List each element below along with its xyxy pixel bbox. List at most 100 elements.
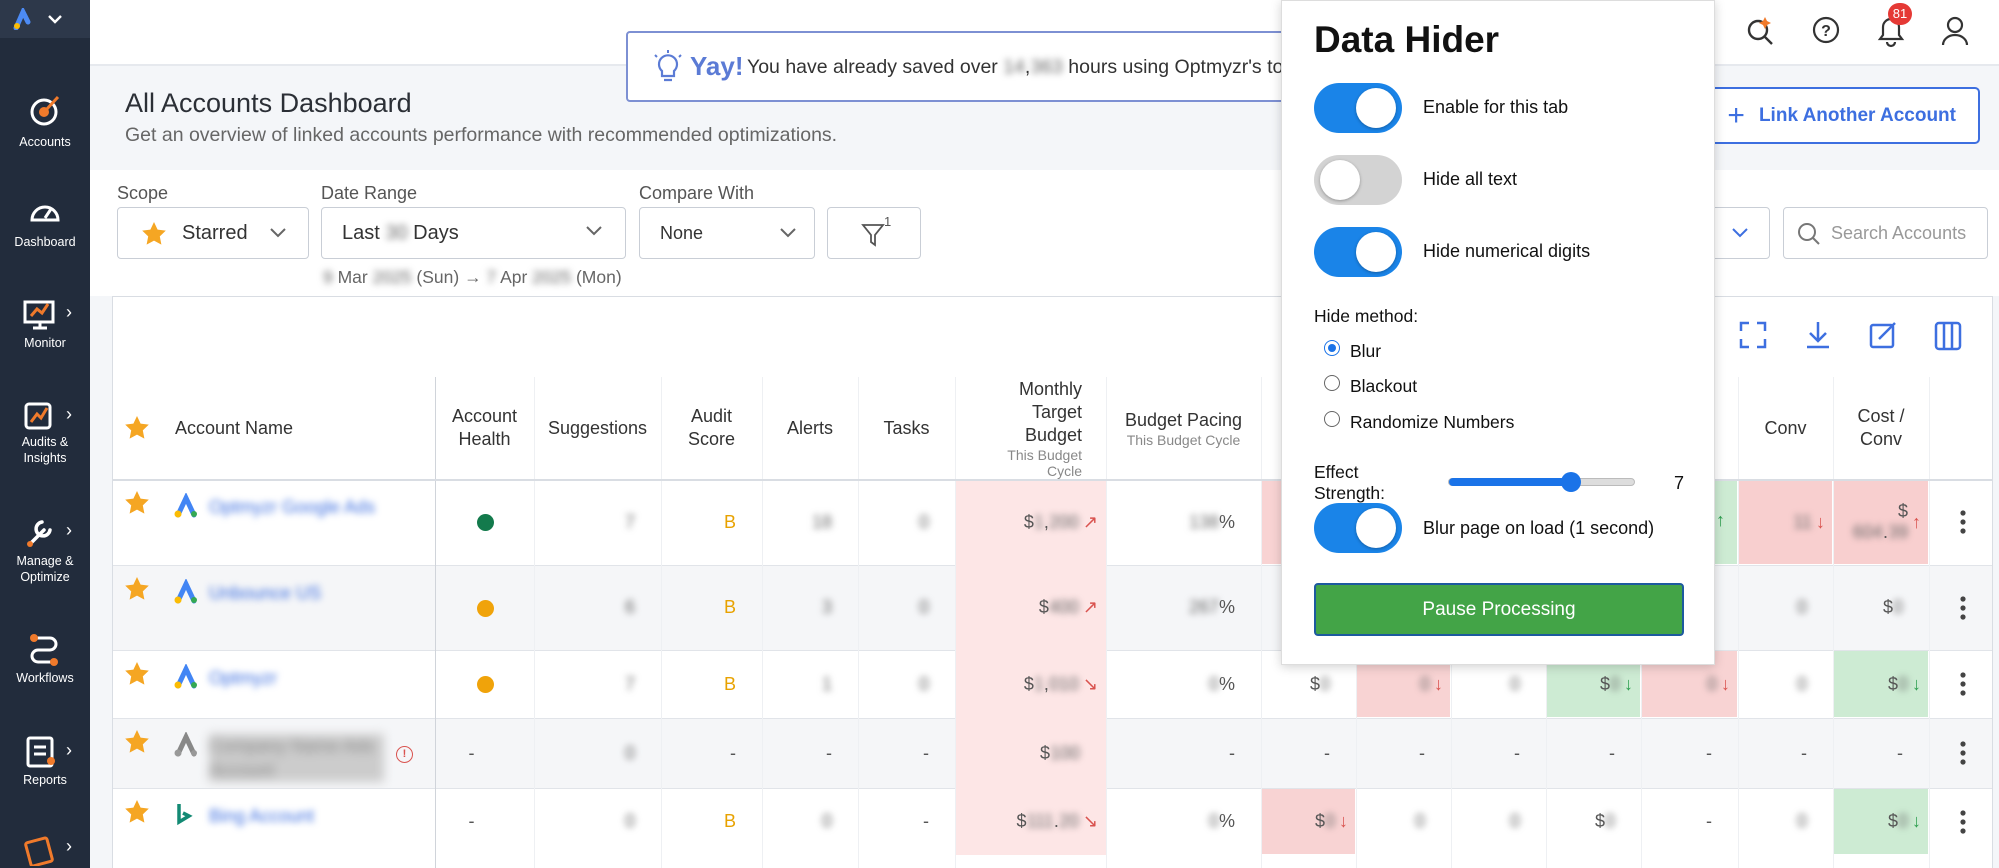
- hidden-digits: 0: [821, 811, 832, 831]
- row-menu[interactable]: [1959, 595, 1967, 621]
- filter-icon: [861, 224, 885, 247]
- banner-exclaim: Yay!: [690, 51, 744, 81]
- nav-accounts[interactable]: Accounts: [0, 86, 90, 158]
- filter-button[interactable]: 1: [827, 207, 921, 259]
- star-toggle[interactable]: [123, 489, 151, 517]
- hidden-digits: 14: [1003, 56, 1025, 78]
- ai-search-icon[interactable]: [1747, 17, 1773, 45]
- header-text: Account Health: [451, 406, 518, 449]
- cell-text: 138%: [1188, 511, 1235, 532]
- column-header: Account Name: [175, 417, 294, 438]
- table-cell: 0: [858, 479, 955, 565]
- toggle-label: Hide all text: [1423, 169, 1518, 189]
- help-icon[interactable]: ?: [1812, 16, 1840, 44]
- nav-icon: [24, 402, 52, 430]
- radio[interactable]: [1324, 375, 1340, 391]
- cell-highlight: [1262, 789, 1355, 854]
- cell-text: 0: [1510, 674, 1520, 695]
- download-icon[interactable]: [1807, 322, 1829, 349]
- hidden-digits: 400: [1048, 597, 1079, 617]
- hidden-digits: 0: [1604, 811, 1615, 831]
- table-cell: -: [1641, 788, 1738, 855]
- columns-icon[interactable]: [1934, 321, 1962, 351]
- row-menu[interactable]: [1959, 740, 1967, 766]
- edit-icon[interactable]: [1869, 322, 1896, 349]
- slider-track[interactable]: [1448, 472, 1635, 492]
- cell-text: -: [923, 742, 929, 763]
- hidden-digits: 200: [1048, 511, 1079, 532]
- slider-knob[interactable]: [1561, 472, 1581, 492]
- account-name[interactable]: Bing Account: [209, 806, 315, 826]
- link-account-button[interactable]: + Link Another Account: [1706, 87, 1980, 144]
- star-toggle[interactable]: [123, 414, 151, 442]
- cell-text: $ 604.39: [1852, 501, 1908, 542]
- cell-text: -: [826, 742, 832, 763]
- nav-audits[interactable]: › Audits & Insights: [0, 392, 90, 472]
- cell-text: B: [723, 811, 736, 831]
- pause-button[interactable]: Pause Processing: [1314, 583, 1684, 636]
- hidden-digits: 363: [1030, 56, 1063, 78]
- cell-highlight: [1834, 480, 1928, 564]
- table-cell: 0: [534, 718, 661, 788]
- cell-text: -: [468, 811, 475, 831]
- cell-text: -: [923, 811, 929, 831]
- table-cell: 0: [858, 565, 955, 650]
- org-switcher[interactable]: [0, 0, 90, 38]
- account-name[interactable]: Optmyzr Google Ads: [209, 497, 376, 517]
- hidden-digits: 6: [624, 597, 635, 617]
- account-name[interactable]: Optmyzr: [209, 668, 278, 688]
- hidden-digits: 0: [1796, 673, 1807, 694]
- page-subtitle: Get an overview of linked accounts perfo…: [125, 124, 838, 146]
- user-icon[interactable]: [1941, 16, 1969, 46]
- fullscreen-icon[interactable]: [1739, 321, 1767, 349]
- budget-cell-bg: [955, 479, 1106, 565]
- star-toggle[interactable]: [123, 798, 151, 826]
- trend-arrow: ↓: [1339, 811, 1348, 831]
- radio[interactable]: [1324, 340, 1340, 356]
- toggle[interactable]: [1314, 227, 1402, 277]
- row-menu[interactable]: [1959, 671, 1967, 697]
- account-name[interactable]: Unbounce US: [209, 583, 322, 603]
- trend-arrow: ↘: [1082, 673, 1098, 694]
- nav-monitor[interactable]: › Monitor: [0, 290, 90, 362]
- star-toggle[interactable]: [123, 575, 151, 603]
- date-range-select[interactable]: Last 30 Days: [321, 207, 626, 259]
- hidden-digits: 1: [1033, 673, 1044, 694]
- row-menu[interactable]: [1959, 509, 1967, 535]
- hidden-digits: 2025: [532, 267, 572, 287]
- row-menu[interactable]: [1959, 809, 1967, 835]
- savings-banner: Yay! You have already saved over 14,363 …: [626, 31, 1308, 102]
- columns-select[interactable]: [1709, 207, 1770, 259]
- toggle[interactable]: [1314, 503, 1402, 553]
- star-toggle[interactable]: [123, 660, 151, 688]
- radio[interactable]: [1324, 411, 1340, 427]
- nav-dashboard[interactable]: Dashboard: [0, 188, 90, 260]
- cell-highlight: [1834, 789, 1928, 854]
- hidden-digits: 3: [821, 597, 832, 617]
- nav-chevron: ›: [66, 302, 72, 322]
- toggle[interactable]: [1314, 155, 1402, 205]
- cell-text: 0: [822, 811, 832, 832]
- cell-text: $0: [1309, 673, 1330, 694]
- header-text: Monthly Target Budget: [1018, 378, 1082, 445]
- table-cell: B: [661, 565, 762, 650]
- star-toggle[interactable]: [123, 728, 151, 756]
- nav-more[interactable]: ›: [0, 830, 90, 868]
- toggle[interactable]: [1314, 83, 1402, 133]
- account-name[interactable]: Company Name Ads Account: [209, 734, 384, 782]
- health-dot: [476, 599, 494, 617]
- compare-select[interactable]: None: [639, 207, 815, 259]
- compare-value: None: [660, 223, 704, 243]
- column-divider: [1929, 377, 1930, 868]
- nav-manage[interactable]: › Manage & Optimize: [0, 508, 90, 592]
- nav-reports[interactable]: › Reports: [0, 730, 90, 802]
- hide-method-label: Hide method:: [1314, 306, 1419, 326]
- hidden-digits: 111: [1026, 811, 1054, 831]
- search-accounts[interactable]: Search Accounts: [1783, 207, 1988, 259]
- scope-select[interactable]: Starred: [117, 207, 309, 259]
- table-cell: 0: [1451, 788, 1546, 855]
- nav-workflows[interactable]: Workflows: [0, 628, 90, 700]
- hidden-digits: 7: [624, 673, 635, 694]
- cell-text: -: [1324, 742, 1330, 763]
- plus-icon: +: [1727, 98, 1745, 132]
